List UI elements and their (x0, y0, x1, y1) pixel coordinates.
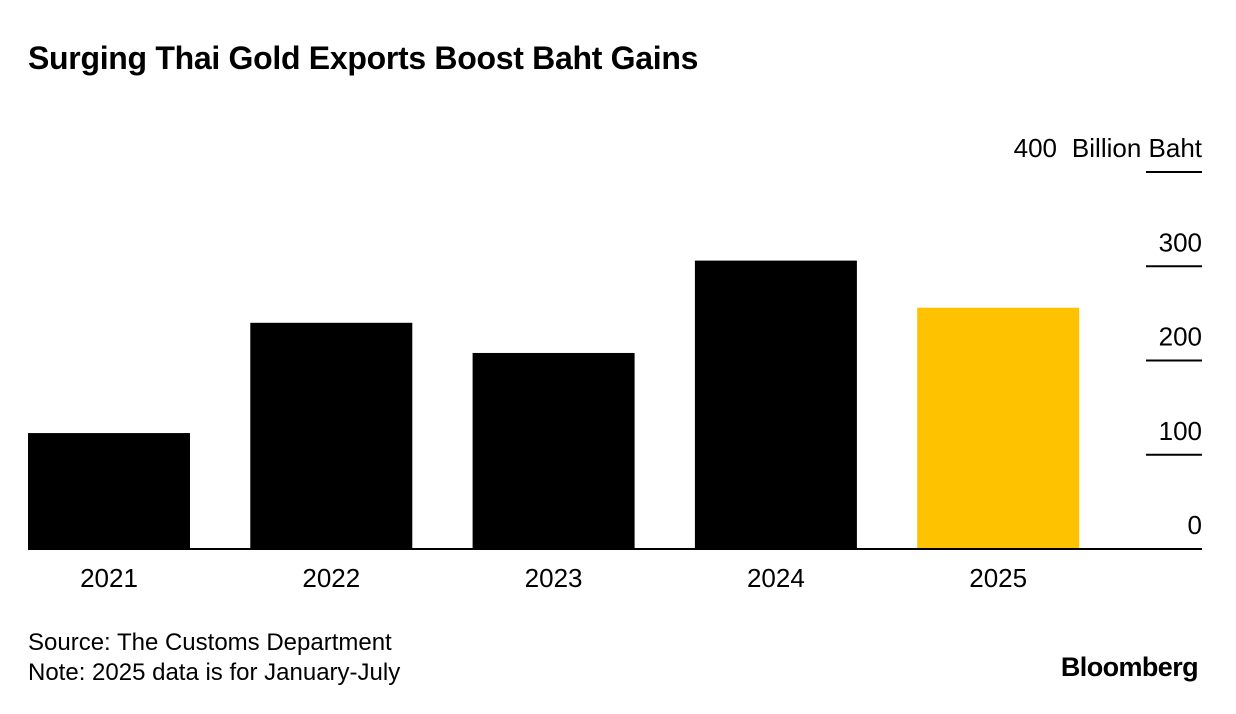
y-tick-label-300: 300 (1159, 227, 1202, 257)
y-tick-label-0: 0 (1188, 510, 1202, 540)
bloomberg-logo: Bloomberg (1060, 652, 1199, 682)
bar-2025 (917, 307, 1080, 549)
chart-title: Surging Thai Gold Exports Boost Baht Gai… (28, 40, 699, 76)
x-tick-label-2023: 2023 (525, 563, 583, 593)
x-tick-label-2025: 2025 (969, 563, 1027, 593)
bar-2023 (472, 352, 635, 549)
bar-2021 (28, 433, 190, 549)
y-tick-label-200: 200 (1159, 322, 1202, 352)
y-tick-label-400: 400 (1014, 133, 1057, 163)
x-tick-label-2022: 2022 (302, 563, 360, 593)
data-note: Note: 2025 data is for January-July (28, 659, 401, 686)
bar-2024 (694, 260, 857, 549)
y-tick-label-100: 100 (1159, 416, 1202, 446)
y-axis-unit-label: Billion Baht (1072, 133, 1203, 163)
x-tick-label-2021: 2021 (80, 563, 138, 593)
bar-2022 (250, 322, 413, 549)
source-note: Source: The Customs Department (28, 629, 392, 656)
chart-footer: Source: The Customs Department Note: 202… (28, 628, 400, 688)
bar-chart: 2021 2022 2023 2024 2025 0 100 200 300 400 Billion… (28, 133, 1203, 593)
x-tick-label-2024: 2024 (747, 563, 805, 593)
